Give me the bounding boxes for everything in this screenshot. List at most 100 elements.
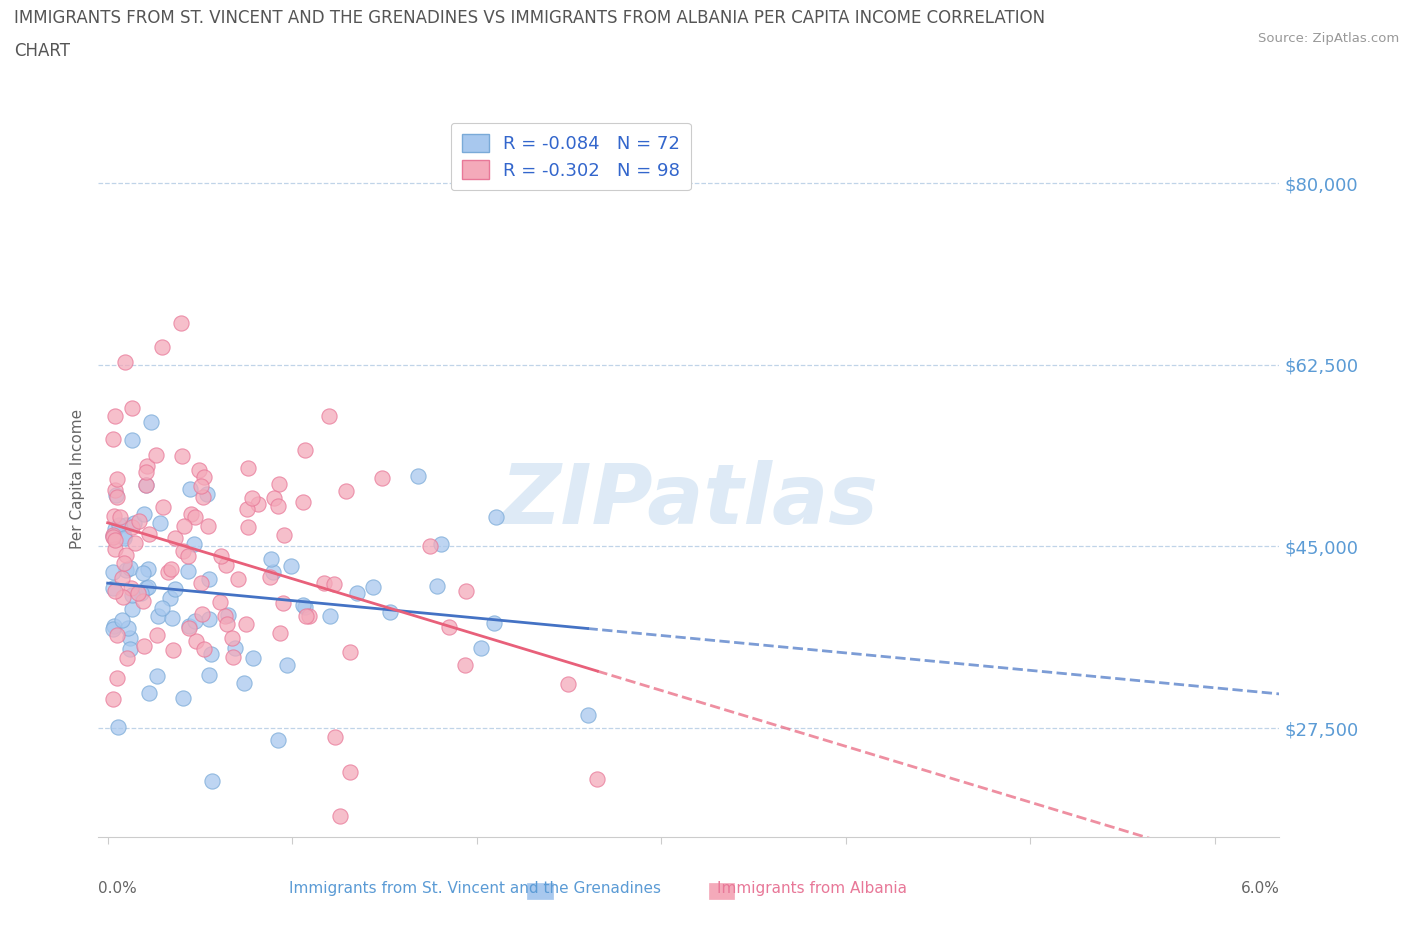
Point <box>114 354 136 369</box>
Point <box>183 537 205 551</box>
Point <box>190 576 212 591</box>
Point <box>138 527 160 542</box>
Point <box>121 602 143 617</box>
Point <box>104 583 127 598</box>
Point <box>165 582 187 597</box>
Point <box>159 591 181 605</box>
Point <box>209 548 232 563</box>
Point <box>108 510 131 525</box>
Point <box>190 479 212 494</box>
Point <box>236 502 259 517</box>
Point <box>122 516 145 531</box>
Point <box>294 600 316 615</box>
Point <box>115 563 138 578</box>
Point <box>141 415 163 430</box>
Point <box>259 569 281 584</box>
Point <box>260 552 283 567</box>
Text: CHART: CHART <box>14 42 70 60</box>
Point <box>104 521 127 536</box>
Point <box>247 497 270 512</box>
Point <box>201 773 224 788</box>
Point <box>145 628 167 643</box>
Text: 6.0%: 6.0% <box>1240 881 1279 896</box>
Point <box>318 408 340 423</box>
Point <box>105 628 128 643</box>
Point <box>269 626 291 641</box>
Text: Immigrants from St. Vincent and the Grenadines: Immigrants from St. Vincent and the Gren… <box>288 881 661 896</box>
Point <box>146 608 169 623</box>
Point <box>179 482 201 497</box>
Point <box>120 580 142 595</box>
Point <box>103 621 125 636</box>
Point <box>117 621 139 636</box>
Legend: R = -0.084   N = 72, R = -0.302   N = 98: R = -0.084 N = 72, R = -0.302 N = 98 <box>451 123 690 191</box>
Point <box>224 641 246 656</box>
Point <box>170 315 193 330</box>
Point <box>197 572 219 587</box>
Point <box>419 538 441 553</box>
Point <box>430 537 453 551</box>
Point <box>470 641 492 656</box>
Point <box>112 555 135 570</box>
Point <box>124 536 146 551</box>
Point <box>127 585 149 600</box>
Point <box>103 529 125 544</box>
Point <box>177 620 200 635</box>
Point <box>177 549 200 564</box>
Point <box>136 562 159 577</box>
Point <box>323 729 346 744</box>
Point <box>120 642 142 657</box>
Point <box>484 510 506 525</box>
Point <box>191 489 214 504</box>
Point <box>149 515 172 530</box>
Point <box>576 707 599 722</box>
Point <box>267 498 290 513</box>
Point <box>323 577 346 591</box>
Point <box>263 490 285 505</box>
Point <box>160 562 183 577</box>
Point <box>208 594 231 609</box>
Point <box>329 809 352 824</box>
Point <box>103 509 125 524</box>
Point <box>186 633 208 648</box>
Point <box>104 533 127 548</box>
Point <box>105 472 128 486</box>
Point <box>217 607 239 622</box>
Point <box>273 595 295 610</box>
Point <box>215 617 238 631</box>
Point <box>121 519 143 534</box>
Point <box>121 432 143 447</box>
Point <box>335 483 357 498</box>
Point <box>292 495 315 510</box>
Point <box>152 499 174 514</box>
Point <box>200 646 222 661</box>
Point <box>173 518 195 533</box>
Point <box>371 471 394 485</box>
Point <box>120 631 142 645</box>
Point <box>105 489 128 504</box>
Point <box>586 771 609 786</box>
Point <box>103 527 125 542</box>
Point <box>135 464 157 479</box>
Point <box>439 619 461 634</box>
Point <box>111 613 134 628</box>
Point <box>105 671 128 686</box>
Point <box>339 644 361 659</box>
Point <box>294 609 316 624</box>
Point <box>236 520 259 535</box>
Point <box>156 565 179 579</box>
Point <box>150 601 173 616</box>
Point <box>184 613 207 628</box>
Point <box>235 617 257 631</box>
Point <box>135 580 157 595</box>
Point <box>172 544 194 559</box>
Point <box>103 432 125 446</box>
Point <box>103 692 125 707</box>
Point <box>105 487 128 502</box>
Point <box>160 611 183 626</box>
Point <box>136 580 159 595</box>
Point <box>138 685 160 700</box>
Point <box>280 558 302 573</box>
Point <box>110 570 132 585</box>
Point <box>198 667 221 682</box>
